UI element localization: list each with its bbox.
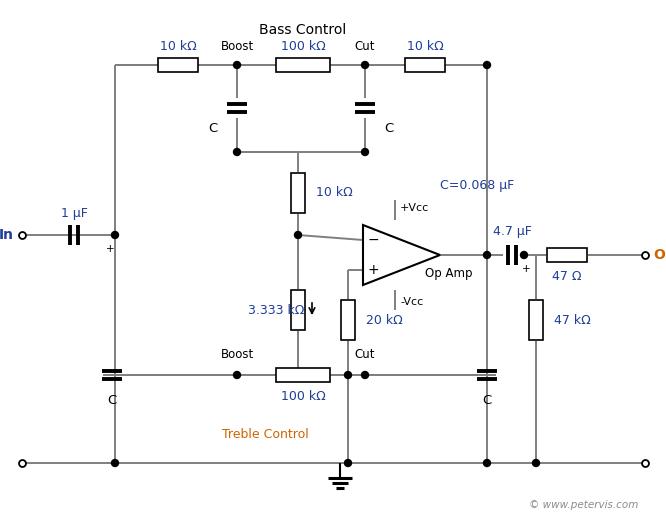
Text: Cut: Cut — [355, 348, 375, 362]
Text: 20 kΩ: 20 kΩ — [366, 314, 403, 326]
Circle shape — [484, 61, 490, 69]
Circle shape — [484, 251, 490, 259]
Text: 10 kΩ: 10 kΩ — [407, 41, 444, 53]
Text: 3.333 kΩ: 3.333 kΩ — [248, 304, 304, 316]
Circle shape — [234, 61, 240, 69]
Text: Boost: Boost — [220, 348, 254, 362]
Circle shape — [484, 459, 490, 467]
Circle shape — [533, 459, 539, 467]
Circle shape — [362, 61, 368, 69]
Bar — [158, 58, 198, 72]
Text: Cut: Cut — [355, 41, 375, 53]
Text: 10 kΩ: 10 kΩ — [316, 186, 353, 200]
Circle shape — [111, 459, 119, 467]
Text: In: In — [0, 228, 14, 242]
Text: 1 μF: 1 μF — [61, 206, 87, 220]
Text: Treble Control: Treble Control — [222, 429, 308, 441]
Text: 47 Ω: 47 Ω — [552, 270, 581, 284]
Text: Op Amp: Op Amp — [425, 267, 472, 279]
Circle shape — [344, 459, 352, 467]
Text: C: C — [384, 121, 394, 135]
Text: © www.petervis.com: © www.petervis.com — [529, 500, 638, 510]
Text: +Vcc: +Vcc — [400, 203, 430, 213]
Text: 100 kΩ: 100 kΩ — [280, 391, 326, 403]
Bar — [276, 58, 330, 72]
Text: Out: Out — [653, 248, 666, 262]
Bar — [529, 300, 543, 340]
Text: Bass Control: Bass Control — [259, 23, 346, 37]
Circle shape — [362, 372, 368, 379]
Text: 4.7 μF: 4.7 μF — [493, 225, 531, 239]
Circle shape — [344, 372, 352, 379]
Circle shape — [521, 251, 527, 259]
Bar — [276, 368, 330, 382]
Text: C=0.068 μF: C=0.068 μF — [440, 178, 514, 192]
Text: +: + — [367, 263, 379, 277]
Circle shape — [234, 372, 240, 379]
Bar — [291, 290, 305, 330]
Text: C: C — [107, 393, 117, 407]
Circle shape — [362, 148, 368, 156]
Text: 47 kΩ: 47 kΩ — [554, 314, 591, 326]
Circle shape — [111, 231, 119, 239]
Text: -Vcc: -Vcc — [400, 297, 424, 307]
Circle shape — [234, 148, 240, 156]
Text: 100 kΩ: 100 kΩ — [280, 41, 326, 53]
Text: +: + — [106, 244, 115, 254]
Text: Boost: Boost — [220, 41, 254, 53]
Text: −: − — [367, 233, 379, 247]
Bar — [291, 173, 305, 213]
Text: C: C — [208, 121, 218, 135]
Bar — [405, 58, 445, 72]
Text: C: C — [482, 393, 492, 407]
Circle shape — [294, 231, 302, 239]
Text: 10 kΩ: 10 kΩ — [160, 41, 196, 53]
Bar — [547, 248, 587, 262]
Bar — [341, 300, 355, 340]
Text: +: + — [521, 264, 530, 274]
